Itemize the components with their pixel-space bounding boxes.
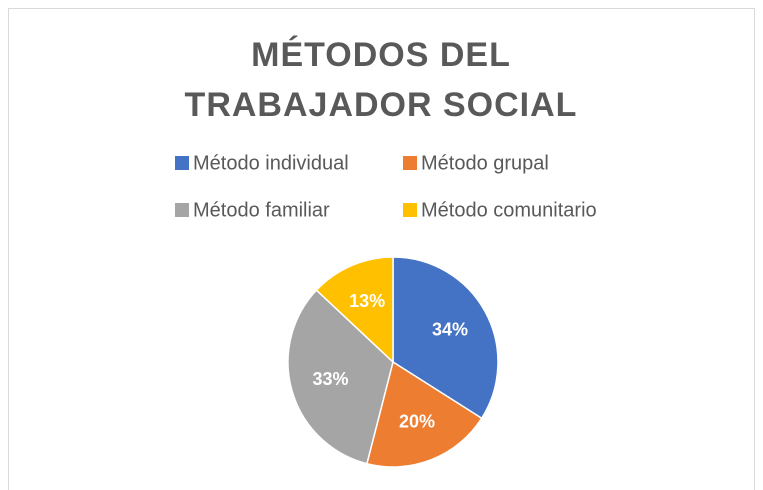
legend-swatch	[403, 203, 417, 217]
legend-label: Método individual	[193, 152, 349, 174]
legend-label: Método grupal	[421, 152, 549, 174]
legend-swatch	[175, 156, 189, 170]
pie-slice	[287, 289, 394, 465]
pie-slice	[315, 256, 394, 364]
legend-swatch	[403, 156, 417, 170]
chart-title: MÉTODOS DEL TRABAJADOR SOCIAL	[184, 36, 578, 124]
legend-label: Método familiar	[193, 199, 330, 221]
pie-slice	[365, 360, 483, 468]
data-label: 13%	[349, 291, 385, 311]
data-label: 34%	[432, 319, 468, 339]
legend-swatch	[175, 203, 189, 217]
legend-label: Método comunitario	[421, 199, 597, 221]
data-label: 20%	[399, 411, 435, 431]
data-label: 33%	[312, 369, 348, 389]
chart-border	[8, 8, 755, 490]
